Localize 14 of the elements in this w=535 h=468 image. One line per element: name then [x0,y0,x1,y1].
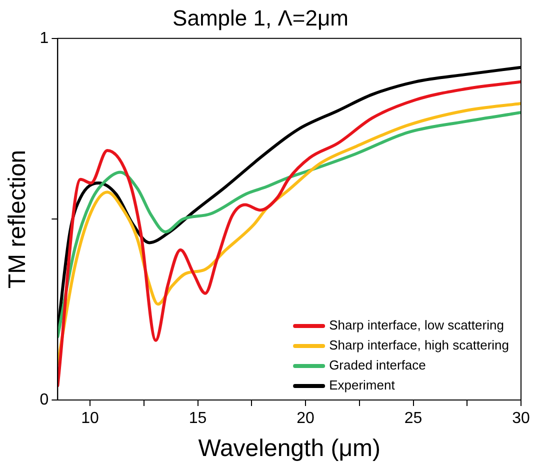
legend-label: Experiment [329,378,396,393]
y-tick-label: 0 [40,391,49,408]
x-tick-label: 10 [81,410,100,428]
x-tick-label: 15 [188,410,207,428]
x-tick-label: 25 [404,410,422,428]
x-axis-title: Wavelength (μm) [198,435,381,462]
x-tick-label: 20 [296,410,315,428]
x-tick-label: 30 [512,410,530,428]
y-axis-title: TM reflection [4,150,32,289]
legend-label: Graded interface [329,358,426,373]
chart-title: Sample 1, Λ=2μm [172,5,348,30]
legend-label: Sharp interface, low scattering [329,318,504,333]
y-tick-label: 1 [40,30,49,47]
legend-label: Sharp interface, high scattering [329,338,509,353]
